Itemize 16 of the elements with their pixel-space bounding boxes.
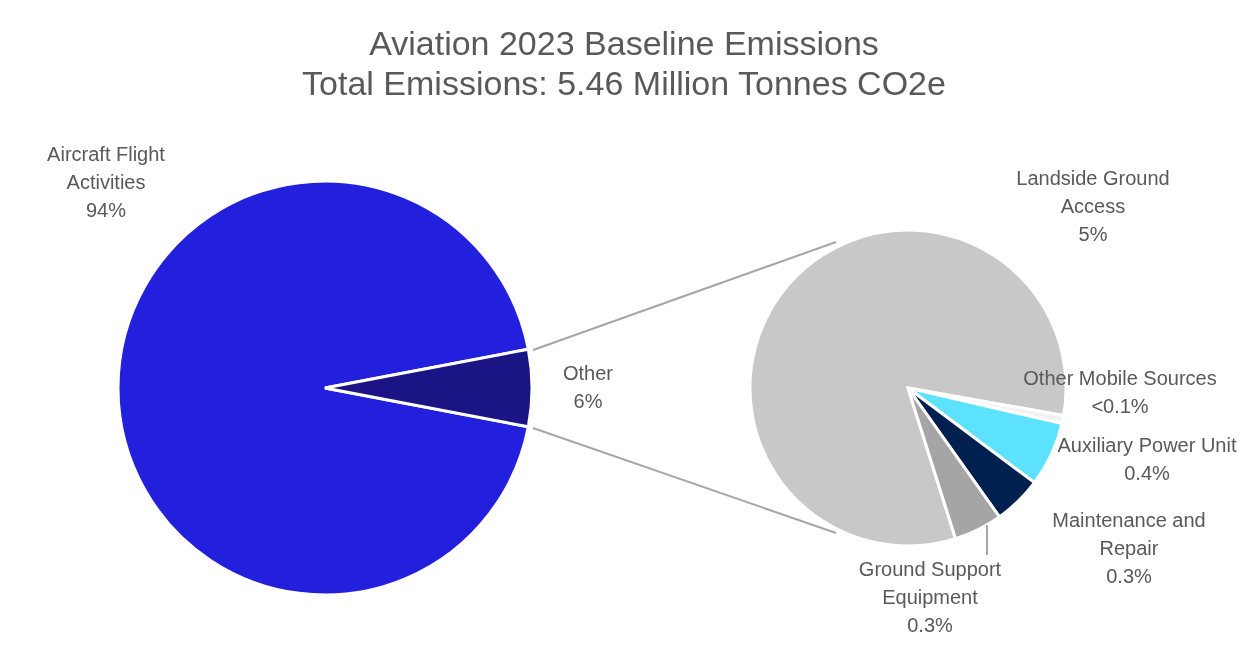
- data-label: 0.3%: [1106, 565, 1153, 587]
- chart-subtitle: Total Emissions: 5.46 Million Tonnes CO2e: [302, 64, 946, 102]
- slice-label: Maintenance and Repair: [1052, 509, 1206, 559]
- data-label: 5%: [1078, 223, 1108, 245]
- slice-label: Other: [562, 362, 614, 384]
- slice-label: Auxiliary Power Unit: [1057, 434, 1237, 456]
- slice-label: Other Mobile Sources: [1023, 367, 1217, 389]
- data-label: <0.1%: [1091, 395, 1149, 417]
- slice-label: Ground Support Equipment: [858, 558, 1002, 608]
- data-label: 6%: [573, 390, 603, 412]
- chart-title: Aviation 2023 Baseline Emissions: [369, 24, 879, 62]
- slice-label: Landside Ground Access: [1016, 167, 1170, 217]
- data-label: 0.3%: [907, 614, 954, 636]
- slice-label: Aircraft Flight Activities: [47, 143, 166, 193]
- data-label: 94%: [85, 199, 127, 221]
- data-label: 0.4%: [1124, 462, 1171, 484]
